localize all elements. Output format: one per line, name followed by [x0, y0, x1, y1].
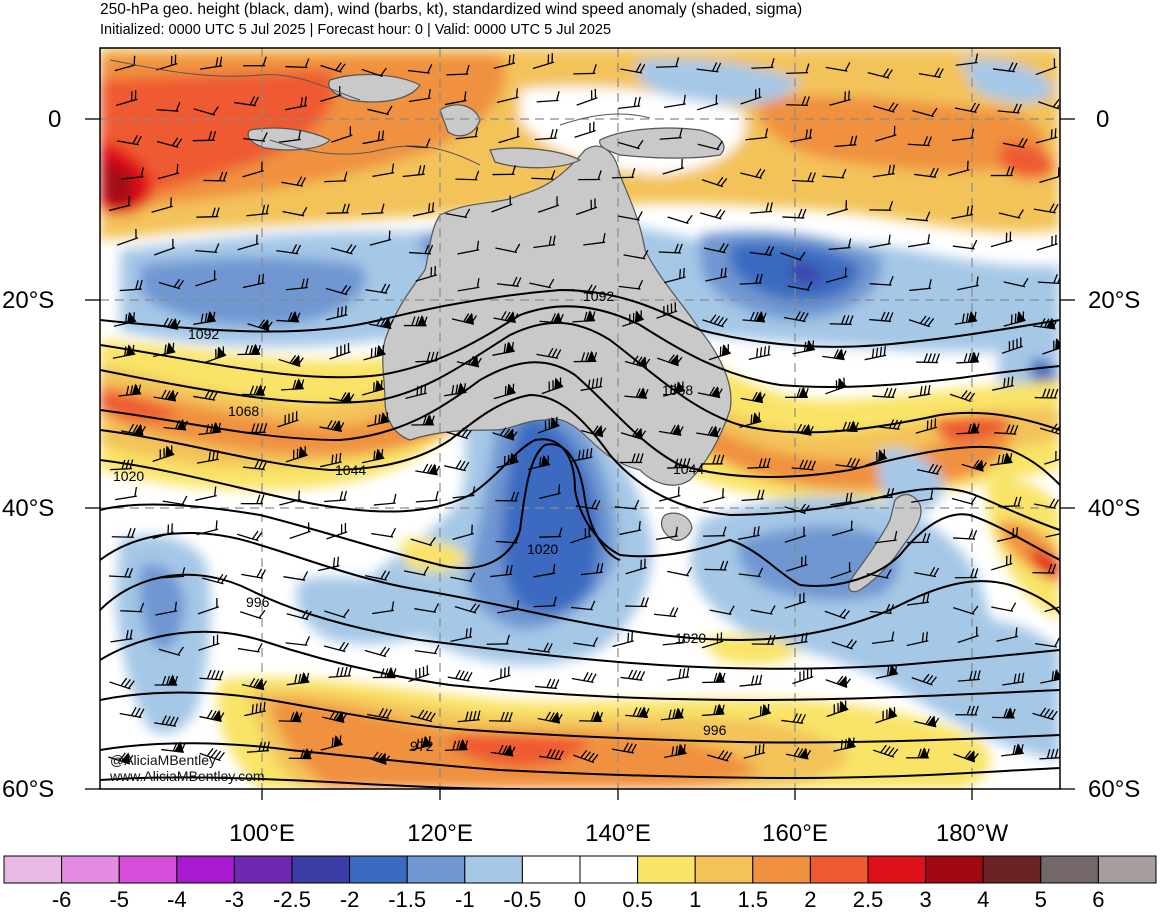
colorbar-swatch: [350, 856, 408, 883]
colorbar-tick-label: 1: [689, 887, 701, 913]
colorbar-swatch: [465, 856, 523, 883]
colorbar: [4, 856, 1156, 883]
colorbar-tick-label: -4: [167, 887, 187, 913]
colorbar-swatch: [695, 856, 753, 883]
contour-label: 1020: [113, 468, 144, 484]
colorbar-swatch: [753, 856, 811, 883]
contour-label: 1020: [675, 630, 706, 646]
colorbar-tick-label: 2: [804, 887, 816, 913]
colorbar-swatch: [983, 856, 1041, 883]
colorbar-tick-label: 0: [574, 887, 586, 913]
colorbar-tick-label: -2: [340, 887, 360, 913]
lat-label-right: 40°S: [1088, 495, 1140, 523]
lon-label: 160°E: [762, 820, 828, 848]
colorbar-tick-label: -1: [455, 887, 475, 913]
lat-label-left: 40°S: [2, 495, 54, 523]
watermark-url: www.AliciaMBentley.com: [110, 768, 265, 784]
contour-label: 972: [410, 738, 433, 754]
colorbar-swatch: [119, 856, 177, 883]
colorbar-tick-label: -5: [109, 887, 129, 913]
contour-label: 1044: [673, 461, 704, 477]
colorbar-swatch: [638, 856, 696, 883]
colorbar-swatch: [407, 856, 465, 883]
lat-label-right: 0: [1096, 106, 1109, 134]
colorbar-swatch: [522, 856, 580, 883]
colorbar-swatch: [580, 856, 638, 883]
contour-label: 1092: [583, 288, 614, 304]
colorbar-swatch: [1098, 856, 1156, 883]
colorbar-tick-label: 6: [1092, 887, 1104, 913]
colorbar-tick-label: 3: [919, 887, 931, 913]
colorbar-tick-label: -2.5: [273, 887, 311, 913]
colorbar-tick-label: -3: [225, 887, 245, 913]
lon-label: 180°W: [936, 820, 1008, 848]
colorbar-tick-label: -1.5: [388, 887, 426, 913]
colorbar-swatch: [926, 856, 984, 883]
lon-label: 120°E: [407, 820, 473, 848]
colorbar-swatch: [234, 856, 292, 883]
watermark-handle: @AliciaMBentley: [110, 752, 216, 768]
colorbar-tick-label: 4: [977, 887, 989, 913]
colorbar-tick-label: 1.5: [738, 887, 769, 913]
contour-label: 1068: [662, 382, 693, 398]
colorbar-swatch: [1041, 856, 1099, 883]
contour-label: 1020: [527, 541, 558, 557]
colorbar-swatch: [4, 856, 62, 883]
colorbar-tick-label: 5: [1035, 887, 1047, 913]
contour-label: 1092: [188, 326, 219, 342]
colorbar-swatch: [177, 856, 235, 883]
colorbar-tick-label: 0.5: [622, 887, 653, 913]
lat-label-right: 20°S: [1088, 287, 1140, 315]
lon-label: 140°E: [585, 820, 651, 848]
contour-label: 996: [703, 722, 726, 738]
lat-label-right: 60°S: [1088, 776, 1140, 804]
colorbar-swatch: [868, 856, 926, 883]
colorbar-tick-label: -6: [52, 887, 72, 913]
lat-label-left: 0: [48, 106, 61, 134]
colorbar-tick-label: 2.5: [853, 887, 884, 913]
lat-label-left: 20°S: [2, 287, 54, 315]
colorbar-swatch: [62, 856, 120, 883]
contour-label: 1068: [228, 403, 259, 419]
colorbar-swatch: [810, 856, 868, 883]
lat-label-left: 60°S: [2, 776, 54, 804]
contour-label: 996: [246, 594, 269, 610]
colorbar-swatch: [292, 856, 350, 883]
colorbar-tick-label: -0.5: [503, 887, 541, 913]
lon-label: 100°E: [229, 820, 295, 848]
contour-label: 1044: [335, 462, 366, 478]
